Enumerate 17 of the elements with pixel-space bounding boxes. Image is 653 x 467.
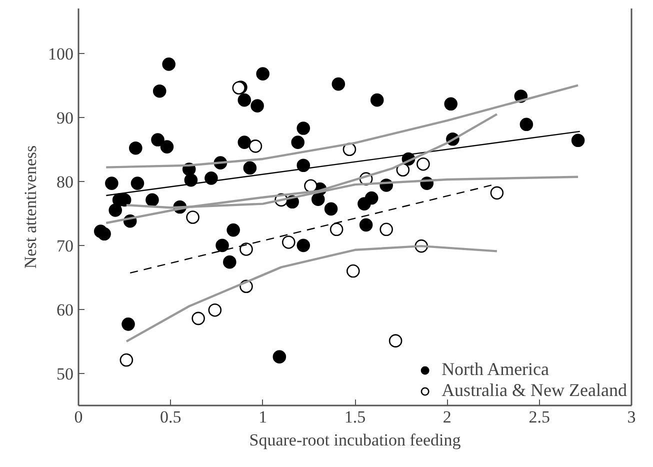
x-tick-label: 1 <box>258 408 268 426</box>
x-axis-title: Square-root incubation feeding <box>249 430 462 450</box>
legend-label: North America <box>442 359 550 380</box>
x-tick-label: 0 <box>74 408 83 426</box>
y-tick-label: 100 <box>48 44 74 64</box>
x-tick-label: 3 <box>627 408 636 426</box>
legend-label: Australia & New Zealand <box>442 380 627 401</box>
y-tick-label: 90 <box>56 108 74 128</box>
x-tick-label: 0.5 <box>160 408 182 426</box>
y-axis-title: Nest attentiveness <box>21 145 40 269</box>
y-tick-label: 60 <box>56 300 74 320</box>
x-tick-label: 1.5 <box>344 408 366 426</box>
y-tick-label: 50 <box>56 364 74 384</box>
x-tick-label: 2.5 <box>528 408 550 426</box>
y-tick-label: 80 <box>56 172 74 192</box>
x-tick-label: 2 <box>442 408 452 426</box>
y-tick-label: 70 <box>56 236 74 256</box>
